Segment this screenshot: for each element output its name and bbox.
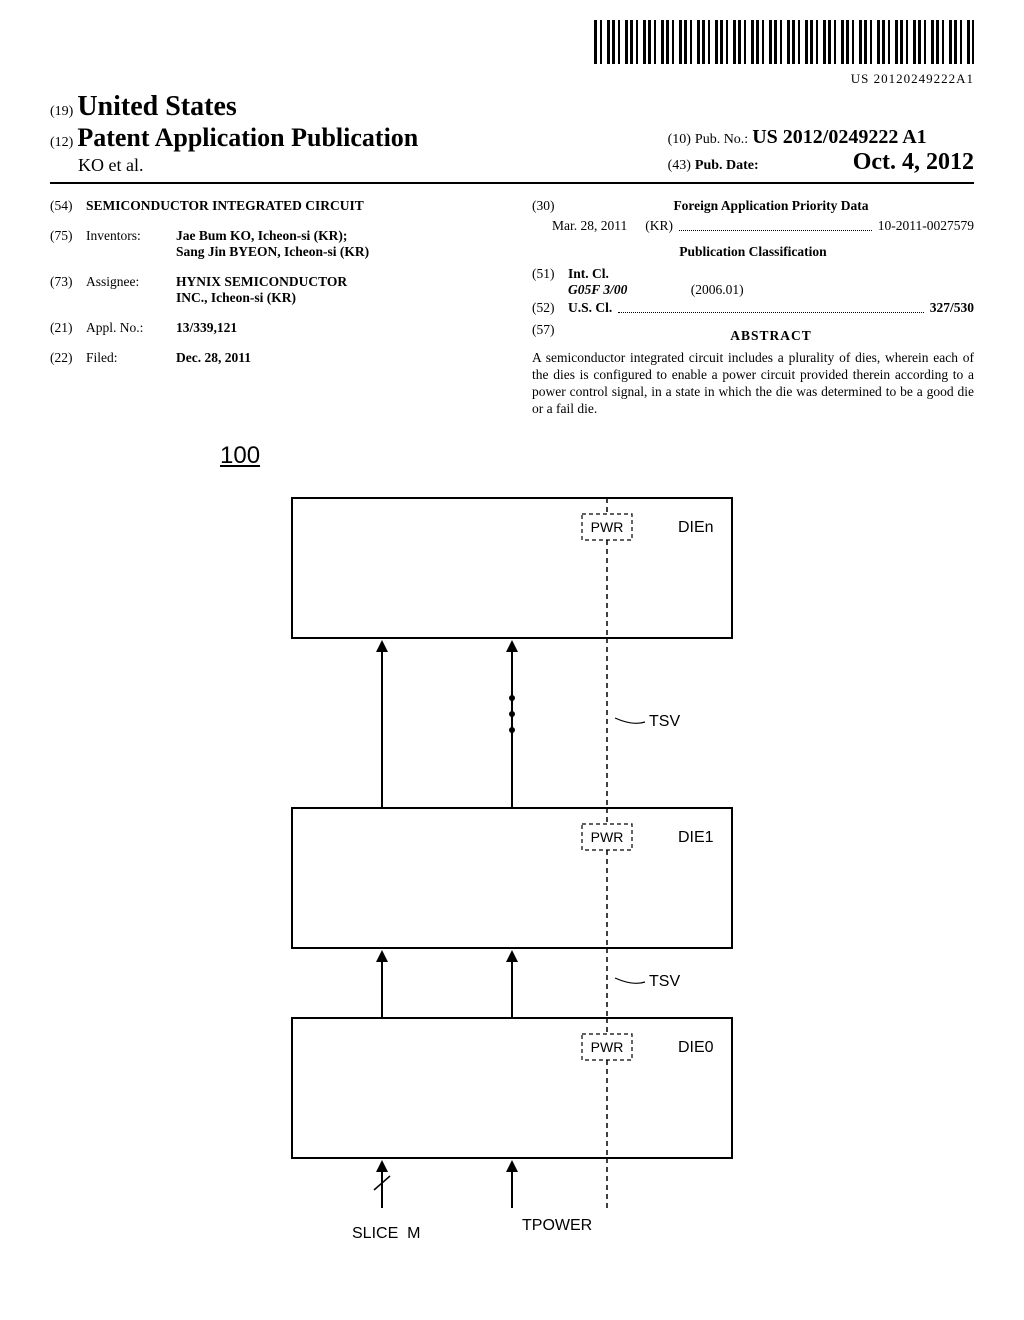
num-52: (52) bbox=[532, 300, 568, 316]
svg-text:DIE0: DIE0 bbox=[678, 1039, 714, 1056]
svg-text:TSV: TSV bbox=[649, 713, 680, 730]
filed-label: Filed: bbox=[86, 350, 176, 366]
prefix-19: (19) bbox=[50, 104, 73, 119]
intcl-row: (51) Int. Cl. G05F 3/00 (2006.01) bbox=[532, 266, 974, 298]
biblio-left-column: (54) SEMICONDUCTOR INTEGRATED CIRCUIT (7… bbox=[50, 198, 492, 418]
intcl-block: Int. Cl. G05F 3/00 (2006.01) bbox=[568, 266, 744, 298]
dot-leader-icon bbox=[679, 230, 872, 231]
assignee-1: HYNIX SEMICONDUCTOR bbox=[176, 274, 347, 289]
foreign-row: (30) Foreign Application Priority Data bbox=[532, 198, 974, 214]
num-21: (21) bbox=[50, 320, 86, 336]
assignee-row: (73) Assignee: HYNIX SEMICONDUCTOR INC.,… bbox=[50, 274, 492, 306]
foreign-date: Mar. 28, 2011 bbox=[552, 218, 627, 234]
header-left: (19) United States (12) Patent Applicati… bbox=[50, 91, 418, 176]
dot-leader-icon bbox=[618, 312, 923, 313]
inventors-label: Inventors: bbox=[86, 228, 176, 260]
authors-header: KO et al. bbox=[78, 155, 418, 176]
prefix-12: (12) bbox=[50, 135, 73, 150]
svg-text:TPOWER: TPOWER bbox=[522, 1217, 592, 1234]
num-22: (22) bbox=[50, 350, 86, 366]
figure-ref-number: 100 bbox=[220, 442, 974, 470]
inventors-row: (75) Inventors: Jae Bum KO, Icheon-si (K… bbox=[50, 228, 492, 260]
svg-text:PWR: PWR bbox=[591, 1039, 624, 1055]
num-57: (57) bbox=[532, 322, 568, 348]
figure-area: 100 PWR DIEn PWR DIE1 PWR DIE0 TSV TSV TPOWER SLI… bbox=[50, 442, 974, 1238]
abstract-body: A semiconductor integrated circuit inclu… bbox=[532, 350, 974, 418]
svg-text:PWR: PWR bbox=[591, 519, 624, 535]
intcl-year: (2006.01) bbox=[691, 282, 744, 297]
applno-label: Appl. No.: bbox=[86, 320, 176, 336]
num-51: (51) bbox=[532, 266, 568, 298]
barcode-graphic bbox=[594, 20, 974, 64]
num-30: (30) bbox=[532, 198, 568, 214]
foreign-data-row: Mar. 28, 2011 (KR) 10-2011-0027579 bbox=[532, 218, 974, 234]
assignee-value: HYNIX SEMICONDUCTOR INC., Icheon-si (KR) bbox=[176, 274, 492, 306]
svg-text:SLICE_M: SLICE_M bbox=[352, 1225, 420, 1238]
num-54: (54) bbox=[50, 198, 86, 214]
foreign-title: Foreign Application Priority Data bbox=[568, 198, 974, 214]
filed-value: Dec. 28, 2011 bbox=[176, 350, 492, 366]
foreign-country: (KR) bbox=[645, 218, 673, 234]
biblio-right-column: (30) Foreign Application Priority Data M… bbox=[532, 198, 974, 418]
inventor-1: Jae Bum KO, Icheon-si (KR); bbox=[176, 228, 347, 243]
line-43: (43) Pub. Date: Oct. 4, 2012 bbox=[668, 149, 974, 176]
stacked-die-diagram: PWR DIEn PWR DIE1 PWR DIE0 TSV TSV TPOWER SLICE_M bbox=[232, 478, 792, 1238]
barcode-block: US 20120249222A1 bbox=[50, 20, 974, 87]
svg-text:PWR: PWR bbox=[591, 829, 624, 845]
line-19: (19) United States bbox=[50, 91, 418, 123]
svg-text:DIEn: DIEn bbox=[678, 519, 714, 536]
foreign-app-number: 10-2011-0027579 bbox=[878, 218, 974, 234]
inventor-2: Sang Jin BYEON, Icheon-si (KR) bbox=[176, 244, 369, 259]
prefix-10: (10) bbox=[668, 132, 691, 147]
assignee-2: INC., Icheon-si (KR) bbox=[176, 290, 296, 305]
abstract-title: ABSTRACT bbox=[568, 328, 974, 344]
uscl-code: 327/530 bbox=[930, 300, 974, 316]
country-name: United States bbox=[77, 91, 236, 122]
applno-row: (21) Appl. No.: 13/339,121 bbox=[50, 320, 492, 336]
svg-text:DIE1: DIE1 bbox=[678, 829, 714, 846]
abstract-header-row: (57) ABSTRACT bbox=[532, 322, 974, 348]
uscl-row: (52) U.S. Cl. 327/530 bbox=[532, 300, 974, 316]
prefix-43: (43) bbox=[668, 158, 691, 173]
assignee-label: Assignee: bbox=[86, 274, 176, 306]
pubdate-value: Oct. 4, 2012 bbox=[853, 149, 974, 175]
num-75: (75) bbox=[50, 228, 86, 260]
barcode-number: US 20120249222A1 bbox=[50, 71, 974, 87]
publication-type: Patent Application Publication bbox=[77, 123, 418, 152]
pubdate-label: Pub. Date: bbox=[695, 158, 759, 173]
invention-title: SEMICONDUCTOR INTEGRATED CIRCUIT bbox=[86, 198, 364, 214]
uscl-line: U.S. Cl. 327/530 bbox=[568, 300, 974, 316]
title-row: (54) SEMICONDUCTOR INTEGRATED CIRCUIT bbox=[50, 198, 492, 214]
num-73: (73) bbox=[50, 274, 86, 306]
bibliographic-data: (54) SEMICONDUCTOR INTEGRATED CIRCUIT (7… bbox=[50, 198, 974, 418]
filed-row: (22) Filed: Dec. 28, 2011 bbox=[50, 350, 492, 366]
line-12: (12) Patent Application Publication bbox=[50, 123, 418, 153]
header-right: (10) Pub. No.: US 2012/0249222 A1 (43) P… bbox=[668, 126, 974, 176]
pubno-label: Pub. No.: bbox=[695, 132, 748, 147]
patent-header: (19) United States (12) Patent Applicati… bbox=[50, 91, 974, 184]
uscl-label: U.S. Cl. bbox=[568, 300, 612, 316]
line-10: (10) Pub. No.: US 2012/0249222 A1 bbox=[668, 126, 974, 149]
intcl-code: G05F 3/00 bbox=[568, 282, 627, 297]
pubclass-title: Publication Classification bbox=[532, 244, 974, 260]
svg-text:TSV: TSV bbox=[649, 973, 680, 990]
intcl-label: Int. Cl. bbox=[568, 266, 609, 281]
diagram-wrap: PWR DIEn PWR DIE1 PWR DIE0 TSV TSV TPOWER SLICE_M bbox=[50, 478, 974, 1238]
applno-value: 13/339,121 bbox=[176, 320, 492, 336]
inventors-value: Jae Bum KO, Icheon-si (KR); Sang Jin BYE… bbox=[176, 228, 492, 260]
pubno-value: US 2012/0249222 A1 bbox=[752, 126, 926, 148]
